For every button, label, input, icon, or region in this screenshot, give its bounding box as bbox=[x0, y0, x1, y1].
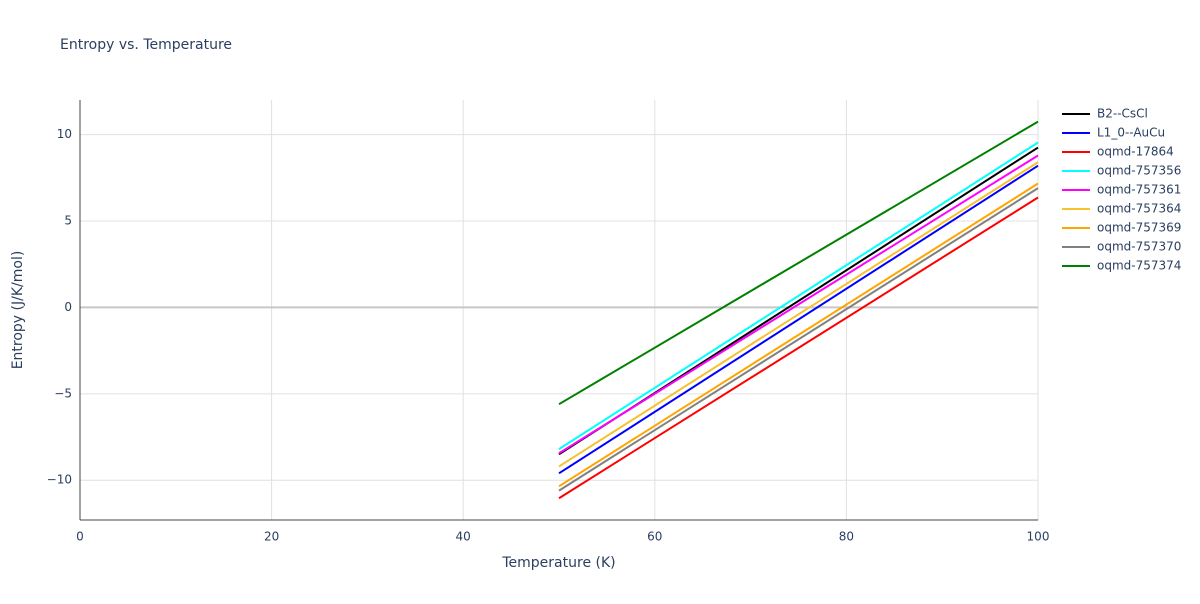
series-line bbox=[558, 182, 1039, 488]
legend-label[interactable]: oqmd-757370 bbox=[1097, 240, 1181, 254]
chart-title: Entropy vs. Temperature bbox=[60, 37, 232, 53]
y-tick-label: −10 bbox=[47, 473, 72, 487]
y-tick-label: −5 bbox=[54, 386, 72, 400]
legend-label[interactable]: oqmd-17864 bbox=[1097, 145, 1174, 159]
series-line bbox=[558, 120, 1039, 406]
x-tick-label: 100 bbox=[1027, 530, 1050, 544]
series-line bbox=[558, 196, 1039, 500]
series-line bbox=[558, 164, 1039, 475]
plot-lines bbox=[558, 120, 1039, 500]
legend-label[interactable]: oqmd-757364 bbox=[1097, 202, 1181, 216]
series-line bbox=[558, 141, 1039, 450]
legend-label[interactable]: oqmd-757374 bbox=[1097, 259, 1181, 273]
y-tick-label: 0 bbox=[64, 300, 72, 314]
series-line bbox=[558, 187, 1039, 492]
x-tick-label: 20 bbox=[264, 530, 279, 544]
y-tick-label: 5 bbox=[64, 213, 72, 227]
legend-label[interactable]: L1_0--AuCu bbox=[1097, 126, 1165, 140]
y-axis-title: Entropy (J/K/mol) bbox=[10, 251, 26, 370]
legend-label[interactable]: oqmd-757361 bbox=[1097, 183, 1181, 197]
legend: B2--CsCl L1_0--AuCu oqmd-17864 oqmd-757356 o… bbox=[1062, 107, 1181, 273]
series-line bbox=[558, 154, 1039, 455]
x-axis-title: Temperature (K) bbox=[501, 555, 615, 571]
legend-label[interactable]: oqmd-757369 bbox=[1097, 221, 1181, 235]
x-tick-label: 0 bbox=[76, 530, 84, 544]
x-tick-label: 40 bbox=[456, 530, 471, 544]
series-line bbox=[558, 161, 1039, 468]
x-tick-label: 60 bbox=[647, 530, 662, 544]
grid: 0 20 40 60 80 100 −10 −5 0 5 10 bbox=[47, 100, 1050, 544]
y-tick-label: 10 bbox=[57, 127, 72, 141]
legend-label[interactable]: oqmd-757356 bbox=[1097, 164, 1181, 178]
legend-label[interactable]: B2--CsCl bbox=[1097, 107, 1148, 121]
x-tick-label: 80 bbox=[839, 530, 854, 544]
